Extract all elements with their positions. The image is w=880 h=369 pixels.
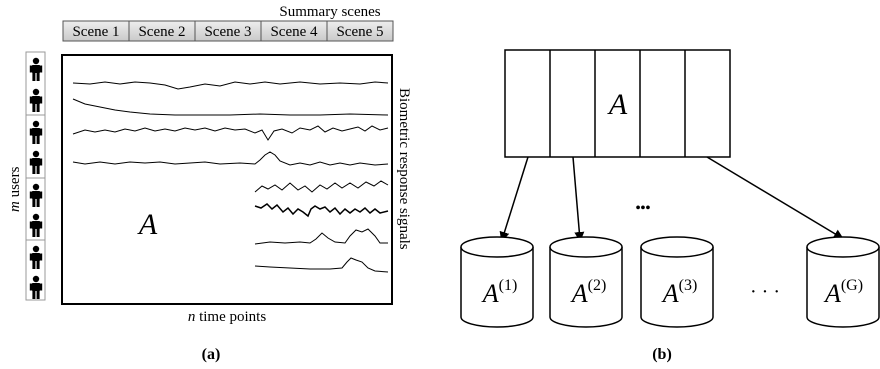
matrix-b-box xyxy=(504,49,731,158)
signal-trace xyxy=(254,257,389,273)
arrow xyxy=(499,156,529,242)
cylinder-3 xyxy=(640,236,714,328)
user-icon-column xyxy=(25,51,46,301)
scene-label: Scene 4 xyxy=(270,24,318,40)
partition-label-2: A(2) xyxy=(570,277,607,308)
signal-trace xyxy=(254,228,388,245)
matrix-a-box xyxy=(61,54,393,305)
partition-label-3: A(3) xyxy=(661,277,698,308)
scene-label: Scene 2 xyxy=(138,24,185,40)
scene-cell xyxy=(326,20,394,42)
time-axis-label: n time points xyxy=(188,309,266,325)
cylinder-2 xyxy=(549,236,623,328)
signal-trace xyxy=(72,98,389,116)
panel-a: Summary scenes Scene 1 Scene 2 Scene 3 S… xyxy=(7,4,412,363)
panel-b: A ••• xyxy=(460,49,880,363)
signals-axis-label: Biometric response signals xyxy=(396,88,412,250)
caption-a: (a) xyxy=(202,346,221,363)
scene-label: Scene 1 xyxy=(72,24,119,40)
scene-label: Scene 3 xyxy=(204,24,251,40)
signal-trace xyxy=(254,180,389,193)
cylinder-1 xyxy=(460,236,534,328)
user-column-frame xyxy=(25,51,46,301)
partition-cylinders xyxy=(460,236,880,328)
signal-trace xyxy=(72,125,389,141)
partition-label-1: A(1) xyxy=(481,277,518,308)
cylinder-g xyxy=(806,236,880,328)
scene-label: Scene 5 xyxy=(336,24,383,40)
arrow xyxy=(706,156,844,240)
caption-b: (b) xyxy=(652,346,672,363)
signal-trace xyxy=(254,203,389,218)
matrix-b-block: A xyxy=(504,49,731,158)
signal-trace xyxy=(72,151,389,166)
partition-arrows xyxy=(499,156,844,242)
arrow xyxy=(572,156,585,242)
signal-traces xyxy=(72,81,389,273)
matrix-b-symbol: A xyxy=(607,88,628,121)
ellipsis-dots: ••• xyxy=(636,201,651,216)
matrix-a-symbol: A xyxy=(137,208,158,241)
signal-trace xyxy=(72,81,389,90)
scene-bar: Scene 1 Scene 2 Scene 3 Scene 4 Scene 5 xyxy=(62,20,394,42)
ellipsis: · · · xyxy=(750,281,780,303)
users-axis-label: m users xyxy=(7,166,23,212)
partition-label-g: A(G) xyxy=(823,277,863,308)
summary-scenes-label: Summary scenes xyxy=(279,4,380,20)
